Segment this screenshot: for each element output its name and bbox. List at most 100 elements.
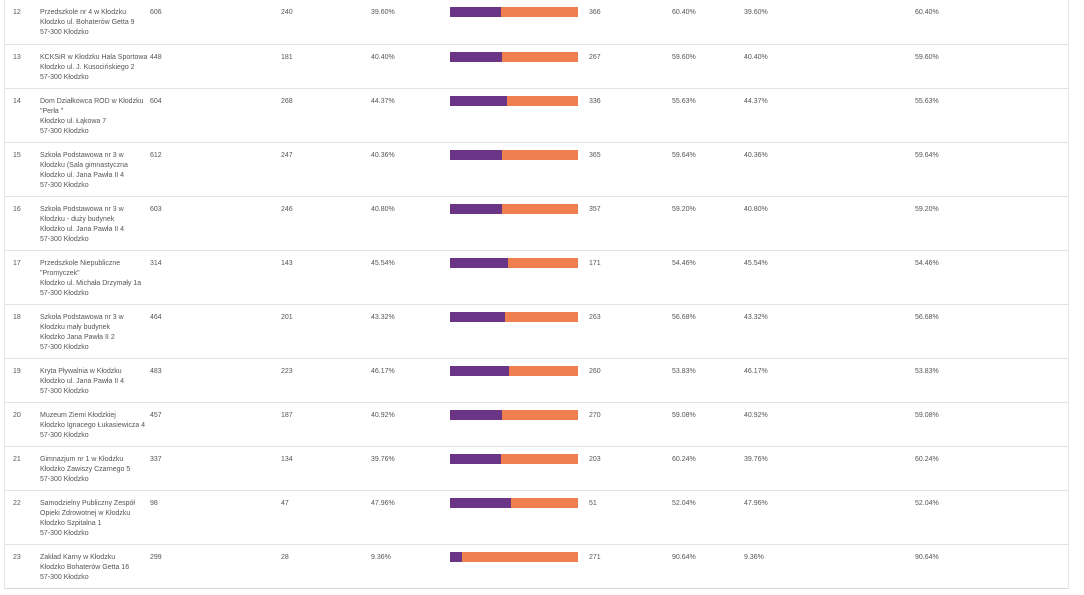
polling-station-line: Kłodzko ul. Łąkowa 7 bbox=[40, 118, 107, 125]
percent-column-c: 44.37% bbox=[744, 98, 768, 105]
result-bar bbox=[450, 258, 578, 268]
eligible-voters: 604 bbox=[150, 98, 162, 105]
eligible-voters: 314 bbox=[150, 260, 162, 267]
votes-candidate-b: 336 bbox=[589, 98, 601, 105]
percent-candidate-a: 39.76% bbox=[371, 456, 395, 463]
votes-candidate-a: 246 bbox=[281, 206, 293, 213]
percent-candidate-b: 55.63% bbox=[672, 98, 696, 105]
votes-candidate-a: 247 bbox=[281, 152, 293, 159]
polling-station-line: Samodzielny Publiczny Zespół bbox=[40, 500, 135, 507]
polling-station-line: Kłodzko ul. Jana Pawła II 4 bbox=[40, 226, 125, 233]
percent-column-c: 40.92% bbox=[744, 412, 768, 419]
percent-candidate-b: 59.08% bbox=[672, 412, 696, 419]
polling-station-line: KCKSiR w Kłodzku Hala Sportowa bbox=[40, 54, 148, 61]
table-row: 14 Dom Działkowca ROD w Kłodzku "Perła " Kł… bbox=[5, 89, 1068, 143]
result-bar bbox=[450, 552, 578, 562]
polling-station-name: Dom Działkowca ROD w Kłodzku "Perła " Kłod… bbox=[40, 97, 148, 137]
polling-station-line: "Promyczek" bbox=[40, 270, 80, 277]
result-bar bbox=[450, 96, 578, 106]
percent-candidate-b: 53.83% bbox=[672, 368, 696, 375]
polling-station-name: KCKSiR w Kłodzku Hala Sportowa Kłodzko ul… bbox=[40, 53, 148, 83]
table-row: 17 Przedszkole Niepubliczne "Promyczek" Kło… bbox=[5, 251, 1068, 305]
polling-station-line: 57-300 Kłodzko bbox=[40, 344, 89, 351]
result-bar bbox=[450, 410, 578, 420]
eligible-voters: 464 bbox=[150, 314, 162, 321]
row-number: 16 bbox=[13, 206, 21, 213]
polling-station-line: Kłodzko Jana Pawła II 2 bbox=[40, 334, 115, 341]
votes-candidate-b: 366 bbox=[589, 9, 601, 16]
votes-candidate-a: 187 bbox=[281, 412, 293, 419]
polling-station-line: Przedszkole Niepubliczne bbox=[40, 260, 121, 267]
votes-candidate-b: 357 bbox=[589, 206, 601, 213]
polling-station-line: Kłodzko ul. J. Kusocińskiego 2 bbox=[40, 64, 135, 71]
votes-candidate-a: 240 bbox=[281, 9, 293, 16]
polling-station-line: 57-300 Kłodzko bbox=[40, 29, 89, 36]
percent-column-d: 60.24% bbox=[915, 456, 939, 463]
percent-column-d: 52.04% bbox=[915, 500, 939, 507]
polling-station-name: Muzeum Ziemi Kłodzkiej Kłodzko Ignacego Ł… bbox=[40, 411, 148, 441]
eligible-voters: 457 bbox=[150, 412, 162, 419]
polling-station-name: Przedszkole Niepubliczne "Promyczek" Kłodz… bbox=[40, 259, 148, 299]
polling-station-line: Kłodzku - duży budynek bbox=[40, 216, 115, 223]
result-bar-candidate-a bbox=[450, 7, 501, 17]
eligible-voters: 337 bbox=[150, 456, 162, 463]
percent-column-d: 59.20% bbox=[915, 206, 939, 213]
result-bar-candidate-a bbox=[450, 454, 501, 464]
polling-station-line: Kłodzko ul. Bohaterów Getta 9 bbox=[40, 19, 135, 26]
row-number: 21 bbox=[13, 456, 21, 463]
eligible-voters: 483 bbox=[150, 368, 162, 375]
polling-station-name: Gimnazjum nr 1 w Kłodzku Kłodzko Zawiszy … bbox=[40, 455, 148, 485]
votes-candidate-b: 263 bbox=[589, 314, 601, 321]
polling-station-line: Kryta Pływalnia w Kłodzku bbox=[40, 368, 122, 375]
percent-column-c: 40.40% bbox=[744, 54, 768, 61]
percent-candidate-b: 60.40% bbox=[672, 9, 696, 16]
votes-candidate-b: 365 bbox=[589, 152, 601, 159]
percent-column-c: 47.96% bbox=[744, 500, 768, 507]
percent-candidate-a: 46.17% bbox=[371, 368, 395, 375]
polling-station-line: Szkoła Podstawowa nr 3 w bbox=[40, 152, 124, 159]
votes-candidate-b: 271 bbox=[589, 554, 601, 561]
polling-station-name: Kryta Pływalnia w Kłodzku Kłodzko ul. Jan… bbox=[40, 367, 148, 397]
polling-station-line: "Perła " bbox=[40, 108, 64, 115]
polling-station-line: Kłodzko ul. Jana Pawła II 4 bbox=[40, 172, 125, 179]
votes-candidate-a: 223 bbox=[281, 368, 293, 375]
polling-station-line: Kłodzko Szpitalna 1 bbox=[40, 520, 102, 527]
row-number: 23 bbox=[13, 554, 21, 561]
result-bar-candidate-a bbox=[450, 96, 507, 106]
percent-column-c: 43.32% bbox=[744, 314, 768, 321]
eligible-voters: 612 bbox=[150, 152, 162, 159]
votes-candidate-a: 201 bbox=[281, 314, 293, 321]
votes-candidate-b: 260 bbox=[589, 368, 601, 375]
table-row: 12 Przedszkole nr 4 w Kłodzku Kłodzko ul. … bbox=[5, 0, 1068, 45]
row-number: 12 bbox=[13, 9, 21, 16]
percent-candidate-b: 59.60% bbox=[672, 54, 696, 61]
result-bar-candidate-a bbox=[450, 552, 462, 562]
percent-candidate-a: 9.36% bbox=[371, 554, 391, 561]
polling-station-name: Szkoła Podstawowa nr 3 w Kłodzku - duży b… bbox=[40, 205, 148, 245]
polling-station-line: Kłodzko Zawiszy Czarnego 5 bbox=[40, 466, 131, 473]
percent-candidate-b: 56.68% bbox=[672, 314, 696, 321]
votes-candidate-a: 28 bbox=[281, 554, 289, 561]
results-table: 12 Przedszkole nr 4 w Kłodzku Kłodzko ul. … bbox=[4, 0, 1069, 589]
percent-column-c: 40.80% bbox=[744, 206, 768, 213]
eligible-voters: 606 bbox=[150, 9, 162, 16]
percent-candidate-b: 52.04% bbox=[672, 500, 696, 507]
result-bar bbox=[450, 498, 578, 508]
polling-station-name: Szkoła Podstawowa nr 3 w Kłodzku (Sala gi… bbox=[40, 151, 148, 191]
row-number: 15 bbox=[13, 152, 21, 159]
percent-candidate-b: 59.64% bbox=[672, 152, 696, 159]
eligible-voters: 603 bbox=[150, 206, 162, 213]
percent-candidate-b: 59.20% bbox=[672, 206, 696, 213]
polling-station-line: 57-300 Kłodzko bbox=[40, 74, 89, 81]
percent-candidate-b: 60.24% bbox=[672, 456, 696, 463]
percent-candidate-a: 40.40% bbox=[371, 54, 395, 61]
percent-candidate-a: 47.96% bbox=[371, 500, 395, 507]
votes-candidate-b: 203 bbox=[589, 456, 601, 463]
polling-station-line: 57-300 Kłodzko bbox=[40, 290, 89, 297]
polling-station-line: Muzeum Ziemi Kłodzkiej bbox=[40, 412, 116, 419]
result-bar-candidate-a bbox=[450, 52, 502, 62]
polling-station-line: Szkoła Podstawowa nr 3 w bbox=[40, 206, 124, 213]
polling-station-name: Samodzielny Publiczny Zespół Opieki Zdrow… bbox=[40, 499, 148, 539]
table-row: 13 KCKSiR w Kłodzku Hala Sportowa Kłodzko … bbox=[5, 45, 1068, 89]
percent-column-c: 40.36% bbox=[744, 152, 768, 159]
